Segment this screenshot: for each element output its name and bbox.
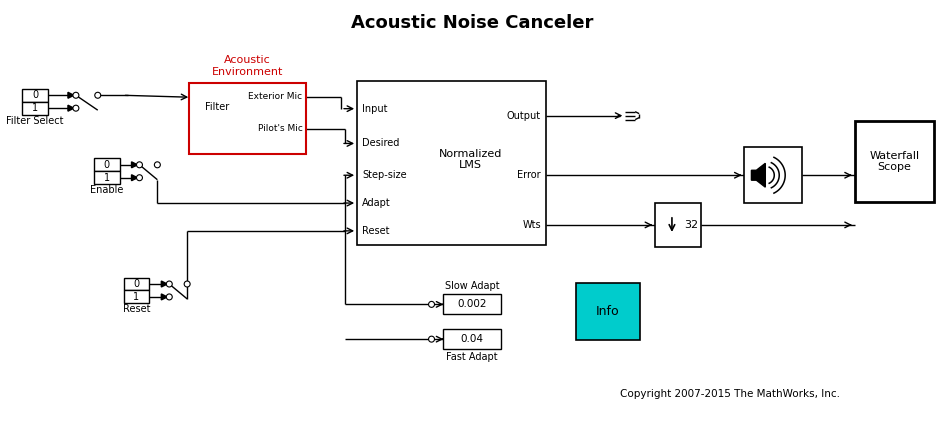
Text: Reset: Reset [362,226,389,236]
Polygon shape [68,105,74,111]
Bar [655,203,701,247]
Bar [124,277,149,290]
Text: Filter: Filter [205,102,229,112]
Text: 0: 0 [32,90,39,100]
Text: Exterior Mic: Exterior Mic [248,92,303,101]
Polygon shape [161,281,167,287]
Text: Acoustic
Environment: Acoustic Environment [212,55,284,77]
Text: 0.002: 0.002 [457,299,487,309]
Text: Error: Error [517,170,540,180]
Text: 0.04: 0.04 [461,334,484,344]
Bar [93,158,120,171]
Circle shape [137,162,142,168]
Bar [744,147,802,203]
Polygon shape [131,175,138,181]
Text: Input: Input [362,104,388,114]
Polygon shape [131,162,138,168]
Text: Slow Adapt: Slow Adapt [445,282,500,291]
Circle shape [166,281,173,287]
Bar [93,171,120,184]
Bar [854,120,935,202]
Bar [443,294,501,314]
Polygon shape [68,92,74,98]
Bar [575,282,640,340]
Text: Step-size: Step-size [362,170,406,180]
Bar [190,83,306,155]
Circle shape [428,301,435,307]
Text: Filter Select: Filter Select [7,116,64,125]
Circle shape [428,336,435,342]
Bar [357,81,546,245]
Bar [23,102,48,115]
Polygon shape [752,163,766,187]
Circle shape [137,175,142,181]
Text: 32: 32 [684,220,698,230]
Text: Acoustic Noise Canceler: Acoustic Noise Canceler [351,14,593,32]
Text: Enable: Enable [90,185,124,195]
Text: 1: 1 [133,292,140,302]
Text: Info: Info [596,305,620,318]
Text: Normalized
LMS: Normalized LMS [438,149,502,171]
Bar [23,89,48,102]
Text: Copyright 2007-2015 The MathWorks, Inc.: Copyright 2007-2015 The MathWorks, Inc. [620,389,839,399]
Text: Waterfall
Scope: Waterfall Scope [869,151,919,172]
Text: 1: 1 [104,173,109,183]
Text: 0: 0 [104,160,109,170]
Text: Fast Adapt: Fast Adapt [446,352,498,362]
Bar [443,329,501,349]
Text: Pilot's Mic: Pilot's Mic [257,124,303,133]
Text: Adapt: Adapt [362,198,390,208]
Text: Output: Output [506,111,540,121]
Text: Wts: Wts [522,220,540,230]
Circle shape [73,105,79,111]
Polygon shape [161,294,167,300]
Text: Desired: Desired [362,139,400,149]
Circle shape [155,162,160,168]
Circle shape [73,92,79,98]
Text: 1: 1 [32,103,39,113]
Circle shape [166,294,173,300]
Bar [124,290,149,304]
Circle shape [184,281,190,287]
Circle shape [95,92,101,98]
Text: 0: 0 [133,279,140,289]
Text: Reset: Reset [123,304,150,314]
